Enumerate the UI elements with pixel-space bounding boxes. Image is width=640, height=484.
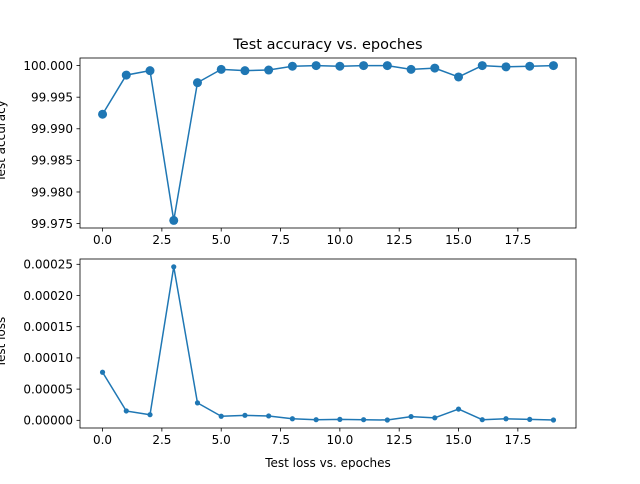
accuracy-data-point: [98, 109, 108, 119]
loss-x-tick-label: 2.5: [152, 433, 171, 447]
loss-data-point: [455, 406, 462, 412]
accuracy-data-point: [359, 61, 369, 71]
accuracy-data-point: [192, 78, 202, 88]
loss-data-point: [99, 369, 106, 375]
accuracy-y-tick-label: 99.980: [31, 185, 73, 199]
loss-data-point: [171, 264, 177, 270]
loss-x-tick-label: 10.0: [327, 433, 354, 447]
loss-data-point: [384, 417, 390, 423]
loss-y-ticks: 0.00000 0.00005 0.00010 0.00015 0.00020 0.000…: [23, 258, 80, 428]
accuracy-x-tick-label: 10.0: [327, 233, 354, 247]
accuracy-y-tick-label: 99.990: [31, 122, 73, 136]
loss-data-point: [218, 413, 224, 419]
accuracy-data-point: [311, 61, 321, 71]
loss-x-tick-label: 15.0: [445, 433, 472, 447]
loss-axes-frame: [79, 258, 577, 429]
accuracy-data-point: [382, 61, 392, 71]
loss-data-point: [123, 408, 129, 414]
loss-y-axis-label: Test loss: [0, 317, 8, 369]
accuracy-data-point: [121, 70, 131, 80]
loss-series-line: [101, 266, 554, 421]
loss-x-tick-label: 17.5: [504, 433, 531, 447]
accuracy-data-point: [406, 64, 416, 74]
accuracy-x-tick-label: 15.0: [445, 233, 472, 247]
loss-y-tick-label: 0.00020: [23, 289, 73, 303]
accuracy-x-ticks: 0.0 2.5 5.0 7.5 10.0 12.5 15.0 17.5: [93, 228, 531, 247]
loss-data-point: [360, 417, 367, 423]
accuracy-data-point: [264, 65, 274, 75]
accuracy-data-point: [216, 64, 226, 74]
accuracy-data-point: [501, 62, 511, 72]
accuracy-axes-frame: [79, 57, 577, 229]
accuracy-y-tick-label: 100.000: [23, 59, 73, 73]
loss-chart: Test loss vs. epoches Test loss 0.0 2.5 5.…: [0, 258, 577, 470]
loss-data-point: [147, 412, 153, 418]
accuracy-chart: Test accuracy vs. epoches Test accuracy …: [0, 37, 577, 247]
accuracy-data-point: [287, 61, 297, 71]
loss-data-point: [313, 417, 319, 423]
loss-y-tick-label: 0.00010: [23, 351, 73, 365]
loss-data-point: [527, 416, 533, 422]
loss-x-tick-label: 12.5: [386, 433, 413, 447]
loss-data-point: [432, 415, 438, 421]
accuracy-data-point: [477, 61, 487, 71]
loss-data-point: [503, 416, 509, 422]
loss-y-tick-label: 0.00025: [23, 258, 73, 272]
loss-x-axis-label: Test loss vs. epoches: [264, 456, 391, 470]
accuracy-x-tick-label: 17.5: [504, 233, 531, 247]
loss-y-tick-label: 0.00005: [23, 382, 73, 396]
accuracy-y-axis-label: Test accuracy: [0, 100, 8, 183]
loss-data-point: [408, 413, 414, 420]
accuracy-data-point: [525, 61, 535, 71]
accuracy-x-tick-label: 2.5: [152, 233, 171, 247]
accuracy-data-point: [335, 61, 345, 71]
accuracy-data-point: [548, 61, 558, 71]
accuracy-data-point: [169, 215, 179, 225]
accuracy-y-tick-label: 99.975: [31, 217, 73, 231]
accuracy-data-point: [145, 66, 155, 76]
accuracy-plot-area: [79, 57, 577, 229]
loss-data-point: [242, 412, 248, 418]
loss-x-ticks: 0.0 2.5 5.0 7.5 10.0 12.5 15.0 17.5: [93, 428, 531, 447]
accuracy-x-tick-label: 12.5: [386, 233, 413, 247]
loss-data-point: [289, 416, 296, 422]
accuracy-x-tick-label: 0.0: [93, 233, 112, 247]
accuracy-series: [98, 61, 558, 225]
loss-data-point: [194, 400, 201, 406]
loss-x-tick-label: 0.0: [93, 433, 112, 447]
loss-x-tick-label: 7.5: [271, 433, 290, 447]
accuracy-x-tick-label: 7.5: [271, 233, 290, 247]
loss-data-point: [266, 413, 272, 419]
accuracy-data-point: [430, 63, 440, 73]
loss-y-tick-label: 0.00000: [23, 414, 73, 428]
accuracy-x-tick-label: 5.0: [212, 233, 231, 247]
accuracy-y-tick-label: 99.995: [31, 90, 73, 104]
accuracy-y-ticks: 99.975 99.980 99.985 99.990 99.995 100.000: [23, 59, 80, 231]
loss-y-tick-label: 0.00015: [23, 320, 73, 334]
loss-x-tick-label: 5.0: [212, 433, 231, 447]
accuracy-data-point: [240, 66, 250, 76]
loss-plot-area: [79, 258, 577, 429]
accuracy-y-tick-label: 99.985: [31, 154, 73, 168]
loss-series: [99, 264, 557, 423]
accuracy-chart-title: Test accuracy vs. epoches: [232, 37, 422, 53]
accuracy-data-point: [454, 72, 464, 82]
loss-data-point: [337, 416, 343, 422]
loss-data-point: [550, 417, 557, 423]
loss-data-point: [479, 417, 485, 423]
